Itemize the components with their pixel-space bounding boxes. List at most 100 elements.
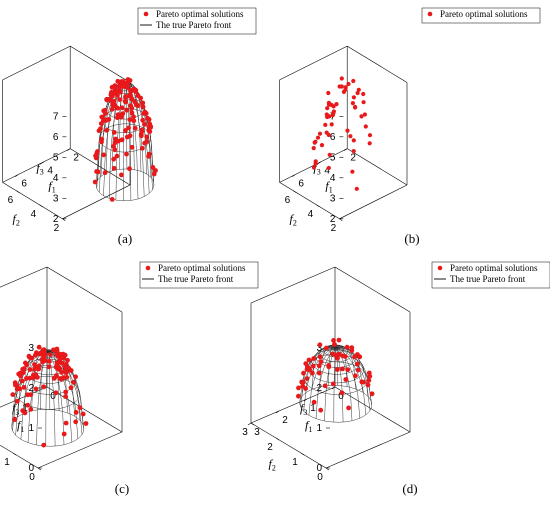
pareto-point xyxy=(68,385,74,391)
pareto-point xyxy=(35,374,40,380)
pareto-point xyxy=(140,104,146,110)
pareto-point xyxy=(367,373,373,379)
surface-meridian xyxy=(47,349,60,411)
axis-edge xyxy=(37,431,123,469)
axis-edge xyxy=(70,148,131,186)
pareto-point xyxy=(54,346,60,352)
surface-meridian xyxy=(315,347,336,419)
z-tick-label: 3 xyxy=(330,193,336,204)
pareto-point xyxy=(311,146,316,151)
legend-marker-point xyxy=(143,11,149,17)
pareto-point xyxy=(351,138,356,143)
pareto-point xyxy=(132,125,138,131)
pareto-point xyxy=(355,90,360,96)
z-tick-label: 6 xyxy=(330,132,336,143)
pareto-point xyxy=(124,151,129,157)
z-tick-label: 2 xyxy=(53,214,59,225)
x-tick-label: 1 xyxy=(22,403,28,414)
x-tick-mark xyxy=(344,148,348,151)
pareto-point xyxy=(318,407,324,413)
y-tick-mark xyxy=(16,190,20,194)
pareto-point xyxy=(123,94,128,100)
pareto-point xyxy=(146,128,152,134)
x-tick-label: 6 xyxy=(21,179,27,190)
pareto-point xyxy=(335,355,340,361)
pareto-point xyxy=(104,97,110,103)
pareto-point xyxy=(57,376,63,381)
pareto-point xyxy=(355,352,360,357)
pareto-point xyxy=(351,95,356,100)
legend-label: The true Pareto front xyxy=(158,274,234,284)
axis-edge xyxy=(347,45,408,83)
pareto-point xyxy=(359,379,365,385)
pareto-point xyxy=(354,186,359,191)
pareto-point xyxy=(22,410,28,416)
pareto-point xyxy=(362,112,367,117)
pareto-point xyxy=(120,83,126,89)
legend-label: Pareto optimal solutions xyxy=(450,263,538,273)
y-axis-label-letter: f xyxy=(290,212,295,226)
pareto-point xyxy=(27,367,33,372)
pareto-point xyxy=(366,378,372,383)
axis-edge xyxy=(2,148,71,183)
pareto-point xyxy=(316,370,322,376)
x-tick-label: 0 xyxy=(338,391,344,402)
legend-box xyxy=(431,261,550,289)
y-tick-label: 3 xyxy=(242,427,248,438)
y-tick-label: 6 xyxy=(8,195,14,206)
pareto-point xyxy=(61,431,67,437)
pareto-point xyxy=(29,355,35,361)
pareto-point xyxy=(101,152,107,158)
pareto-solutions-series xyxy=(92,77,158,202)
pareto-point xyxy=(59,370,65,375)
pareto-point xyxy=(140,145,145,151)
axis-edge xyxy=(250,386,336,424)
z-axis-label-sub: 3 xyxy=(15,408,19,417)
pareto-point xyxy=(92,179,98,185)
pareto-point xyxy=(118,89,123,95)
pareto-point xyxy=(127,117,133,123)
pareto-point xyxy=(333,352,338,358)
y-tick-label: 6 xyxy=(285,195,291,206)
axis-edge xyxy=(0,444,39,469)
y-tick-label: 4 xyxy=(31,209,37,220)
pareto-point xyxy=(63,389,69,395)
pareto-point xyxy=(123,99,128,105)
y-tick-mark xyxy=(339,218,343,222)
x-axis-label-letter: f xyxy=(305,418,310,432)
surface-meridian xyxy=(335,347,372,402)
pareto-point xyxy=(115,112,121,118)
pareto-point xyxy=(346,405,351,411)
surface-meridian xyxy=(335,347,371,411)
pareto-point xyxy=(36,363,42,369)
x-axis-label: f1 xyxy=(305,418,312,434)
axis-edge xyxy=(325,431,411,469)
pareto-point xyxy=(324,345,329,351)
z-tick-label: 4 xyxy=(53,173,59,184)
pareto-point xyxy=(36,344,42,350)
z-tick-label: 2 xyxy=(316,383,322,394)
pareto-point xyxy=(363,124,368,129)
y-tick-label: 1 xyxy=(4,457,10,468)
z-tick-label: 0 xyxy=(28,463,34,474)
pareto-point xyxy=(114,153,120,159)
pareto-point xyxy=(303,361,309,366)
pareto-point xyxy=(31,372,36,378)
z-tick-label: 1 xyxy=(28,423,34,434)
surface-meridian xyxy=(305,346,336,393)
x-axis-label-letter: f xyxy=(48,179,53,193)
pareto-point xyxy=(40,348,45,354)
pareto-point xyxy=(63,420,69,426)
pareto-point xyxy=(10,392,16,397)
y-tick-mark xyxy=(300,452,305,456)
y-tick-label: 2 xyxy=(331,223,337,234)
pareto-point xyxy=(326,90,331,96)
pareto-point xyxy=(139,128,145,134)
pareto-point xyxy=(325,106,330,111)
pareto-point xyxy=(73,374,78,380)
x-tick-label: 2 xyxy=(350,153,356,164)
